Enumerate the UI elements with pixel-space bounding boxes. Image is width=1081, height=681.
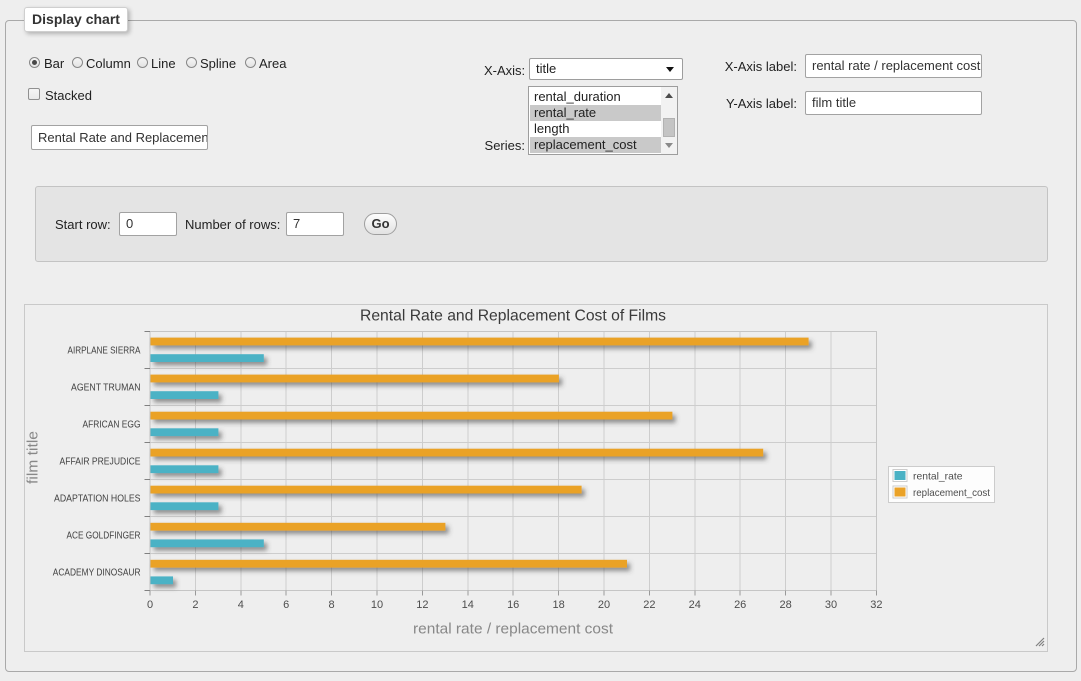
svg-text:16: 16: [507, 599, 519, 611]
svg-text:22: 22: [643, 599, 655, 611]
svg-text:24: 24: [689, 599, 701, 611]
svg-text:14: 14: [462, 599, 474, 611]
svg-text:20: 20: [598, 599, 610, 611]
svg-text:26: 26: [734, 599, 746, 611]
svg-text:12: 12: [416, 599, 428, 611]
svg-text:AGENT TRUMAN: AGENT TRUMAN: [71, 382, 141, 393]
svg-text:ACADEMY DINOSAUR: ACADEMY DINOSAUR: [53, 568, 141, 579]
svg-text:AIRPLANE SIERRA: AIRPLANE SIERRA: [68, 345, 141, 356]
svg-text:28: 28: [779, 599, 791, 611]
svg-text:AFFAIR PREJUDICE: AFFAIR PREJUDICE: [60, 457, 141, 468]
svg-text:replacement_cost: replacement_cost: [913, 487, 990, 499]
svg-text:ACE GOLDFINGER: ACE GOLDFINGER: [67, 531, 141, 542]
svg-text:ADAPTATION HOLES: ADAPTATION HOLES: [54, 494, 141, 505]
svg-text:rental rate / replacement cost: rental rate / replacement cost: [413, 622, 613, 638]
svg-text:30: 30: [825, 599, 837, 611]
svg-text:rental_rate: rental_rate: [913, 471, 963, 483]
svg-text:4: 4: [238, 599, 244, 611]
svg-text:2: 2: [192, 599, 198, 611]
svg-text:film title: film title: [26, 431, 42, 484]
svg-text:AFRICAN EGG: AFRICAN EGG: [83, 420, 141, 431]
svg-text:18: 18: [552, 599, 564, 611]
svg-text:0: 0: [147, 599, 153, 611]
svg-text:Rental Rate and Replacement Co: Rental Rate and Replacement Cost of Film…: [360, 308, 666, 325]
svg-text:8: 8: [329, 599, 335, 611]
svg-text:6: 6: [283, 599, 289, 611]
svg-text:32: 32: [870, 599, 882, 611]
svg-text:10: 10: [371, 599, 383, 611]
